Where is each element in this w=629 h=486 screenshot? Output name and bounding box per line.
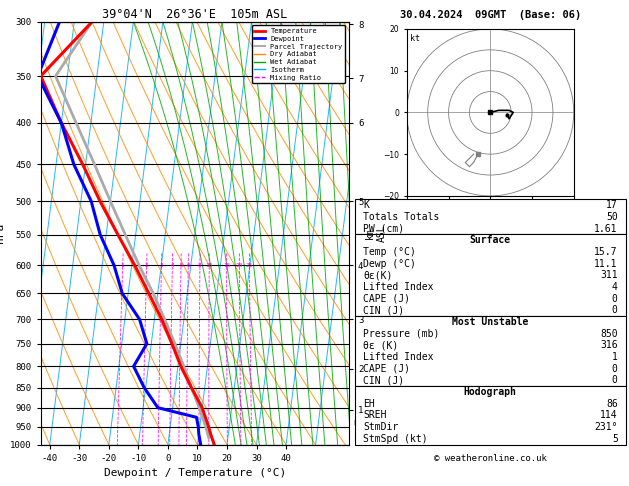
Text: 2: 2 — [145, 263, 148, 268]
Text: SREH: SREH — [363, 410, 386, 420]
X-axis label: Dewpoint / Temperature (°C): Dewpoint / Temperature (°C) — [104, 469, 286, 478]
Text: θε (K): θε (K) — [363, 340, 398, 350]
Text: 1.61: 1.61 — [594, 224, 618, 234]
FancyBboxPatch shape — [355, 199, 626, 234]
Text: 5: 5 — [612, 434, 618, 444]
Text: LCL: LCL — [353, 420, 366, 426]
Text: © weatheronline.co.uk: © weatheronline.co.uk — [434, 454, 547, 464]
Text: 30.04.2024  09GMT  (Base: 06): 30.04.2024 09GMT (Base: 06) — [399, 10, 581, 20]
Text: 231°: 231° — [594, 422, 618, 432]
Text: PW (cm): PW (cm) — [363, 224, 404, 234]
Text: 0: 0 — [612, 364, 618, 374]
Text: 114: 114 — [600, 410, 618, 420]
Y-axis label: hPa: hPa — [0, 223, 5, 243]
FancyBboxPatch shape — [355, 386, 626, 445]
Text: 1: 1 — [121, 263, 125, 268]
Text: 1: 1 — [612, 352, 618, 362]
Y-axis label: km
ASL: km ASL — [365, 225, 386, 242]
Text: 17: 17 — [606, 200, 618, 210]
Text: 20: 20 — [236, 263, 243, 268]
Text: 86: 86 — [606, 399, 618, 409]
Text: 4: 4 — [170, 263, 174, 268]
Text: 8: 8 — [198, 263, 202, 268]
Text: 6: 6 — [186, 263, 190, 268]
Text: 850: 850 — [600, 329, 618, 339]
Text: Temp (°C): Temp (°C) — [363, 247, 416, 257]
Text: θε(K): θε(K) — [363, 270, 392, 280]
Text: Most Unstable: Most Unstable — [452, 317, 528, 327]
Text: Lifted Index: Lifted Index — [363, 352, 433, 362]
Text: Totals Totals: Totals Totals — [363, 212, 439, 222]
Text: StmSpd (kt): StmSpd (kt) — [363, 434, 428, 444]
Text: 316: 316 — [600, 340, 618, 350]
FancyBboxPatch shape — [355, 316, 626, 386]
Text: 311: 311 — [600, 270, 618, 280]
Legend: Temperature, Dewpoint, Parcel Trajectory, Dry Adiabat, Wet Adiabat, Isotherm, Mi: Temperature, Dewpoint, Parcel Trajectory… — [252, 25, 345, 83]
Text: CAPE (J): CAPE (J) — [363, 294, 410, 304]
Text: Surface: Surface — [470, 235, 511, 245]
FancyBboxPatch shape — [355, 234, 626, 316]
Text: Dewp (°C): Dewp (°C) — [363, 259, 416, 269]
Text: 10: 10 — [206, 263, 213, 268]
Text: CAPE (J): CAPE (J) — [363, 364, 410, 374]
Text: 0: 0 — [612, 305, 618, 315]
Text: 4: 4 — [612, 282, 618, 292]
Text: 0: 0 — [612, 294, 618, 304]
Text: StmDir: StmDir — [363, 422, 398, 432]
Text: 25: 25 — [246, 263, 253, 268]
Text: 50: 50 — [606, 212, 618, 222]
Text: K: K — [363, 200, 369, 210]
Text: Pressure (mb): Pressure (mb) — [363, 329, 439, 339]
Title: 39°04'N  26°36'E  105m ASL: 39°04'N 26°36'E 105m ASL — [103, 8, 287, 21]
Text: 3: 3 — [160, 263, 164, 268]
Text: 15: 15 — [223, 263, 230, 268]
Text: Lifted Index: Lifted Index — [363, 282, 433, 292]
Text: 15.7: 15.7 — [594, 247, 618, 257]
Text: 11.1: 11.1 — [594, 259, 618, 269]
Text: Hodograph: Hodograph — [464, 387, 517, 397]
Text: CIN (J): CIN (J) — [363, 375, 404, 385]
Text: CIN (J): CIN (J) — [363, 305, 404, 315]
Text: EH: EH — [363, 399, 375, 409]
Text: 5: 5 — [179, 263, 183, 268]
Text: 0: 0 — [612, 375, 618, 385]
